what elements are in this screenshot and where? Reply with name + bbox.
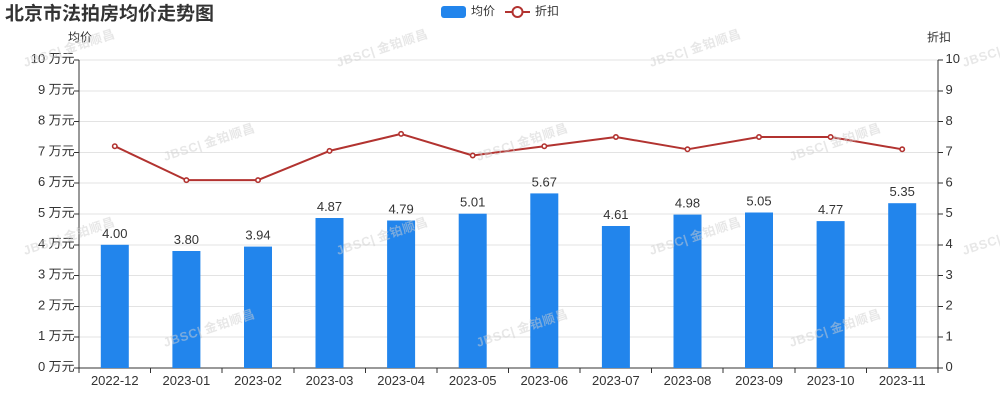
svg-text:4.00: 4.00 — [102, 226, 127, 241]
svg-text:2023-11: 2023-11 — [879, 373, 926, 388]
svg-text:4.77: 4.77 — [818, 202, 843, 217]
svg-text:4: 4 — [946, 236, 953, 251]
svg-text:8: 8 — [38, 113, 45, 128]
svg-text:0: 0 — [946, 359, 953, 374]
svg-text:5: 5 — [38, 205, 45, 220]
svg-text:2023-05: 2023-05 — [449, 373, 497, 388]
svg-text:3.80: 3.80 — [174, 232, 199, 247]
svg-text:5.01: 5.01 — [460, 195, 485, 210]
svg-text:4.61: 4.61 — [603, 207, 628, 222]
svg-text:8: 8 — [946, 113, 953, 128]
svg-text:5.67: 5.67 — [532, 174, 557, 189]
svg-text:9: 9 — [946, 82, 953, 97]
svg-text:9: 9 — [38, 82, 45, 97]
svg-text:7: 7 — [946, 144, 953, 159]
svg-text:2023-03: 2023-03 — [306, 373, 354, 388]
svg-text:2023-07: 2023-07 — [592, 373, 640, 388]
svg-text:5.35: 5.35 — [890, 184, 915, 199]
svg-text:5.05: 5.05 — [746, 194, 771, 209]
svg-text:4.98: 4.98 — [675, 196, 700, 211]
svg-text:2023-04: 2023-04 — [377, 373, 425, 388]
svg-text:1: 1 — [38, 328, 45, 343]
svg-text:7: 7 — [38, 143, 45, 158]
svg-text:3.94: 3.94 — [245, 228, 270, 243]
svg-text:3: 3 — [946, 267, 953, 282]
svg-text:2023-08: 2023-08 — [664, 373, 712, 388]
svg-text:2023-02: 2023-02 — [234, 373, 282, 388]
svg-text:3: 3 — [38, 267, 45, 282]
svg-text:2023-10: 2023-10 — [807, 373, 855, 388]
svg-text:2: 2 — [38, 297, 45, 312]
svg-text:5: 5 — [946, 205, 953, 220]
svg-text:1: 1 — [946, 328, 953, 343]
svg-text:4.87: 4.87 — [317, 199, 342, 214]
svg-text:2023-01: 2023-01 — [163, 373, 211, 388]
svg-text:2022-12: 2022-12 — [91, 373, 139, 388]
svg-text:4.79: 4.79 — [388, 202, 413, 217]
svg-text:6: 6 — [38, 174, 45, 189]
svg-text:0: 0 — [38, 359, 45, 374]
svg-text:2: 2 — [946, 298, 953, 313]
svg-text:2023-09: 2023-09 — [735, 373, 783, 388]
svg-text:6: 6 — [946, 174, 953, 189]
svg-text:2023-06: 2023-06 — [520, 373, 568, 388]
svg-text:10: 10 — [946, 51, 960, 66]
